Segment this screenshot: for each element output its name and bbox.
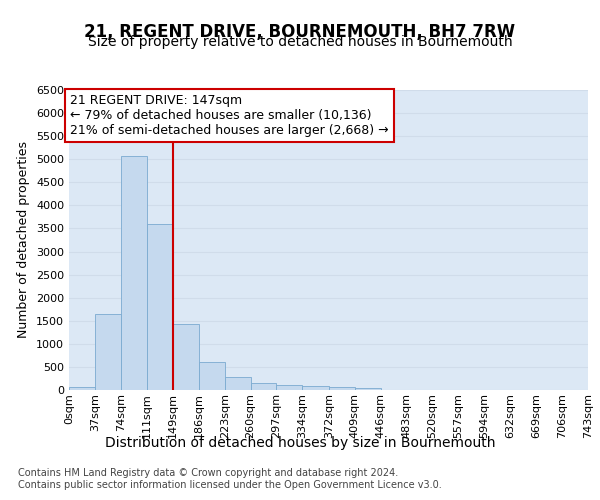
Bar [95, 314, 121, 390]
Y-axis label: Number of detached properties: Number of detached properties [17, 142, 31, 338]
Bar [355, 388, 380, 390]
Bar [146, 224, 173, 390]
Bar [121, 156, 146, 390]
Bar [251, 384, 277, 390]
Text: Size of property relative to detached houses in Bournemouth: Size of property relative to detached ho… [88, 35, 512, 49]
Bar [277, 385, 302, 390]
Bar [302, 386, 329, 390]
Bar [173, 324, 199, 390]
Bar [199, 362, 225, 390]
Text: Contains public sector information licensed under the Open Government Licence v3: Contains public sector information licen… [18, 480, 442, 490]
Text: 21, REGENT DRIVE, BOURNEMOUTH, BH7 7RW: 21, REGENT DRIVE, BOURNEMOUTH, BH7 7RW [85, 22, 515, 40]
Text: 21 REGENT DRIVE: 147sqm
← 79% of detached houses are smaller (10,136)
21% of sem: 21 REGENT DRIVE: 147sqm ← 79% of detache… [70, 94, 389, 136]
Text: Contains HM Land Registry data © Crown copyright and database right 2024.: Contains HM Land Registry data © Crown c… [18, 468, 398, 477]
Bar [225, 376, 251, 390]
Bar [69, 387, 95, 390]
Text: Distribution of detached houses by size in Bournemouth: Distribution of detached houses by size … [105, 436, 495, 450]
Bar [329, 387, 355, 390]
